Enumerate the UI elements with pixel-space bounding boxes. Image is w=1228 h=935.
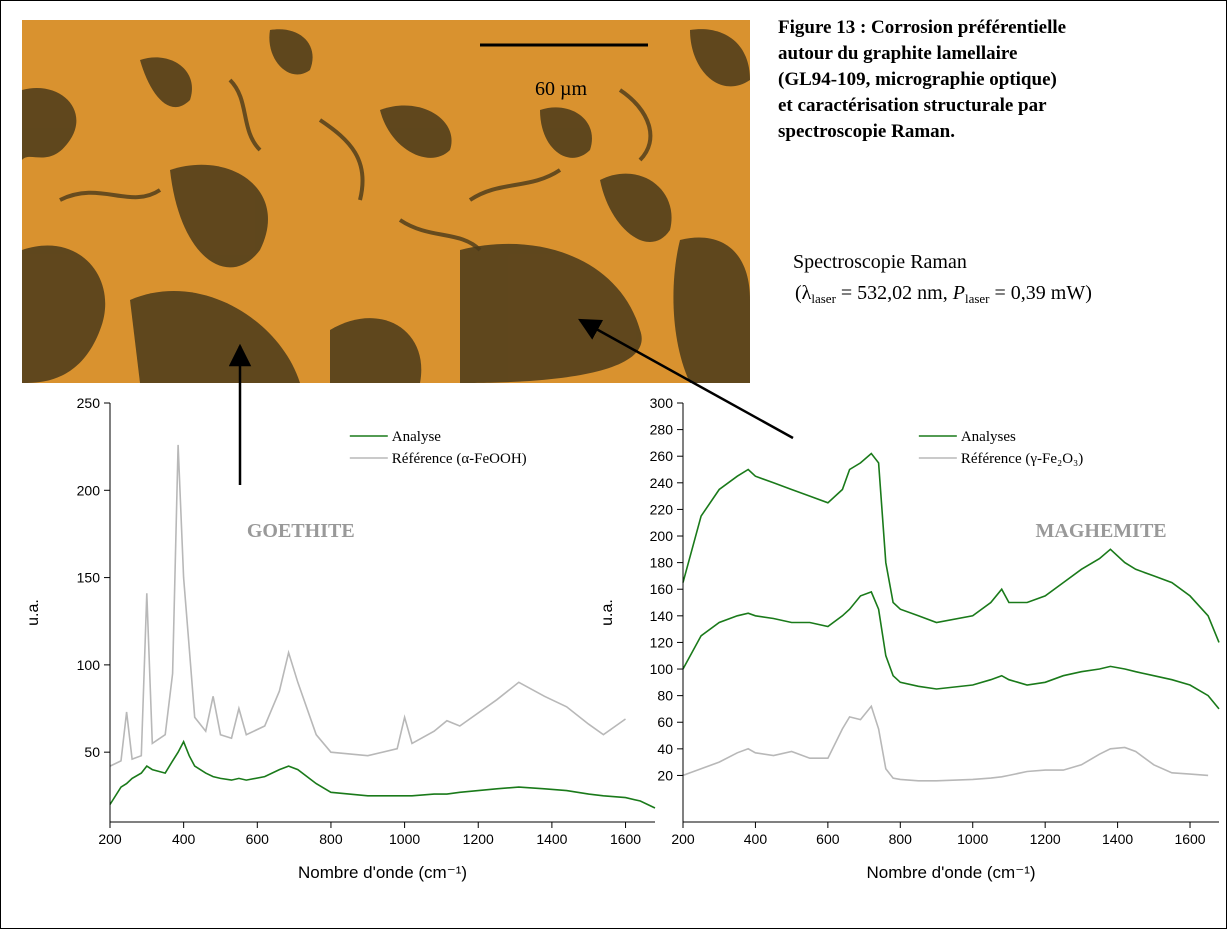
x-tick-label: 1600 xyxy=(1174,831,1205,847)
x-tick-label: 400 xyxy=(744,831,768,847)
y-tick-label: 140 xyxy=(650,608,674,624)
legend-label: Référence (γ-Fe₂O₃) xyxy=(961,451,1083,467)
caption-line: et caractérisation structurale par xyxy=(778,95,1047,116)
x-tick-label: 600 xyxy=(246,831,270,847)
x-tick-label: 200 xyxy=(98,831,122,847)
y-axis-label: u.a. xyxy=(25,599,42,626)
x-tick-label: 1400 xyxy=(536,831,567,847)
y-tick-label: 50 xyxy=(84,744,100,760)
x-tick-label: 1600 xyxy=(610,831,641,847)
caption: Figure 13 : Corrosion préférentielle aut… xyxy=(778,17,1066,142)
annotation: MAGHEMITE xyxy=(1036,520,1167,542)
series-line xyxy=(109,444,626,767)
x-tick-label: 200 xyxy=(671,831,695,847)
series-line xyxy=(682,452,1220,643)
caption-line: Figure 13 : Corrosion préférentielle xyxy=(778,17,1066,38)
y-tick-label: 260 xyxy=(650,448,674,464)
y-tick-label: 40 xyxy=(657,741,673,757)
y-tick-label: 20 xyxy=(657,767,673,783)
y-tick-label: 150 xyxy=(77,570,101,586)
legend-label: Analyses xyxy=(961,429,1016,445)
x-tick-label: 800 xyxy=(319,831,343,847)
x-tick-label: 600 xyxy=(816,831,840,847)
param: (λ xyxy=(795,282,812,304)
series-line xyxy=(682,704,1209,782)
x-tick-label: 1400 xyxy=(1102,831,1133,847)
y-tick-label: 120 xyxy=(650,634,674,650)
caption-line: (GL94-109, micrographie optique) xyxy=(778,69,1057,90)
y-tick-label: 180 xyxy=(650,555,674,571)
x-axis-label: Nombre d'onde (cm⁻¹) xyxy=(866,863,1035,882)
y-tick-label: 160 xyxy=(650,581,674,597)
y-tick-label: 100 xyxy=(77,657,101,673)
y-tick-label: 300 xyxy=(650,395,674,411)
y-tick-label: 200 xyxy=(77,482,101,498)
x-axis-label: Nombre d'onde (cm⁻¹) xyxy=(298,863,467,882)
x-tick-label: 400 xyxy=(172,831,196,847)
y-axis-label: u.a. xyxy=(599,599,616,626)
x-tick-label: 1000 xyxy=(957,831,988,847)
param: P xyxy=(952,282,965,304)
legend-label: Analyse xyxy=(392,429,441,445)
x-tick-label: 800 xyxy=(889,831,913,847)
arrow xyxy=(578,318,794,440)
x-tick-label: 1200 xyxy=(463,831,494,847)
scale-label: 60 µm xyxy=(535,78,588,100)
param: laser xyxy=(965,291,990,306)
param: = 532,02 nm, xyxy=(836,282,953,304)
x-tick-label: 1000 xyxy=(389,831,420,847)
caption-line: autour du graphite lamellaire xyxy=(778,43,1017,64)
micrograph: 60 µm xyxy=(22,20,750,383)
raman-params: (λlaser = 532,02 nm, Plaser = 0,39 mW) xyxy=(795,282,1092,306)
param: laser xyxy=(811,291,836,306)
y-tick-label: 200 xyxy=(650,528,674,544)
legend-label: Référence (α-FeOOH) xyxy=(392,451,527,467)
y-tick-label: 220 xyxy=(650,501,674,517)
annotation: GOETHITE xyxy=(247,520,355,542)
y-tick-label: 100 xyxy=(650,661,674,677)
y-tick-label: 60 xyxy=(657,714,673,730)
y-tick-label: 240 xyxy=(650,475,674,491)
series-line xyxy=(682,590,1220,710)
y-tick-label: 250 xyxy=(77,395,101,411)
series-line xyxy=(109,739,656,809)
param: = 0,39 mW) xyxy=(990,282,1092,304)
y-tick-label: 280 xyxy=(650,422,674,438)
raman-title: Spectroscopie Raman xyxy=(793,251,967,273)
caption-line: spectroscopie Raman. xyxy=(778,121,955,142)
y-tick-label: 80 xyxy=(657,688,673,704)
x-tick-label: 1200 xyxy=(1030,831,1061,847)
